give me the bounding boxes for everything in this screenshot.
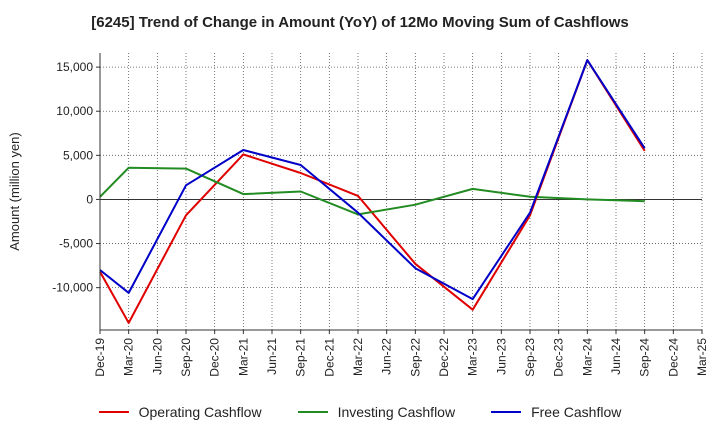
legend-label: Free Cashflow — [531, 404, 622, 420]
x-tick-label: Dec-24 — [666, 338, 680, 377]
x-tick-label: Mar-20 — [122, 338, 136, 376]
legend-item: Free Cashflow — [491, 404, 621, 420]
x-tick-label: Sep-23 — [523, 338, 537, 377]
x-tick-label: Jun-21 — [265, 338, 279, 375]
legend: Operating Cashflow Investing Cashflow Free… — [0, 404, 720, 420]
series-line-investing-cashflow — [99, 166, 645, 216]
y-tick-label: 10,000 — [56, 104, 93, 118]
x-tick-label: Mar-22 — [351, 338, 365, 376]
x-tick-label: Jun-22 — [380, 338, 394, 375]
y-tick-label: -5,000 — [59, 237, 93, 251]
y-tick-label: -10,000 — [52, 281, 93, 295]
x-tick-label: Mar-23 — [466, 338, 480, 376]
x-tick-label: Mar-24 — [580, 338, 594, 376]
x-tick-label: Mar-21 — [236, 338, 250, 376]
x-tick-label: Jun-23 — [494, 338, 508, 375]
tick-labels: -10,000 -5,000 0 5,000 10,000 15,000 Dec-19 Mar… — [7, 60, 709, 377]
x-tick-label: Dec-20 — [208, 338, 222, 377]
x-tick-label: Dec-23 — [552, 338, 566, 377]
legend-label: Investing Cashflow — [337, 404, 456, 420]
legend-item: Investing Cashflow — [297, 404, 456, 420]
legend-swatch — [98, 411, 129, 413]
x-tick-label: Dec-22 — [437, 338, 451, 377]
x-tick-label: Sep-22 — [408, 338, 422, 377]
x-tick-label: Sep-20 — [179, 338, 193, 377]
grid — [99, 53, 703, 330]
y-tick-label: 5,000 — [63, 148, 93, 162]
y-tick-label: 15,000 — [56, 60, 93, 74]
x-tick-label: Jun-20 — [150, 338, 164, 375]
series-lines — [99, 59, 646, 324]
x-tick-label: Sep-24 — [638, 338, 652, 377]
y-tick-label: 0 — [86, 192, 93, 206]
legend-label: Operating Cashflow — [138, 404, 262, 420]
axes — [96, 53, 703, 334]
legend-item: Operating Cashflow — [98, 404, 262, 420]
x-tick-label: Jun-24 — [609, 338, 623, 375]
legend-swatch — [491, 411, 522, 413]
series-line-free-cashflow — [99, 59, 646, 301]
chart-title: [6245] Trend of Change in Amount (YoY) o… — [91, 14, 629, 31]
legend-swatch — [297, 411, 328, 413]
y-axis-label: Amount (million yen) — [7, 132, 22, 251]
x-tick-label: Dec-19 — [93, 338, 107, 377]
x-tick-label: Mar-25 — [695, 338, 709, 376]
x-tick-label: Sep-21 — [294, 338, 308, 377]
x-tick-label: Dec-21 — [322, 338, 336, 377]
